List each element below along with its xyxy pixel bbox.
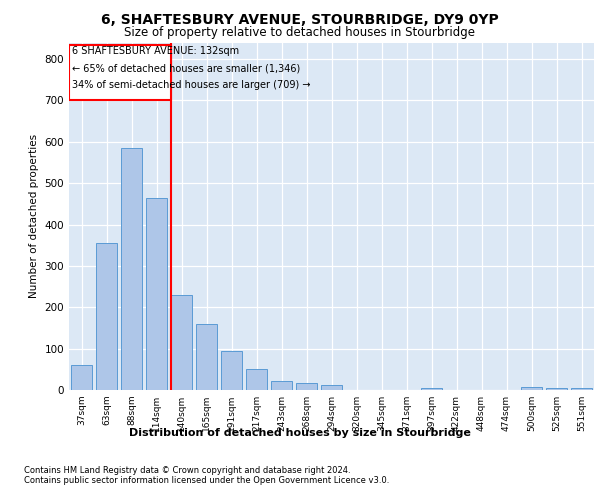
Bar [221, 350, 242, 390]
Bar [521, 386, 542, 390]
Bar [71, 365, 92, 390]
Bar [271, 381, 292, 390]
Text: Contains public sector information licensed under the Open Government Licence v3: Contains public sector information licen… [24, 476, 389, 485]
Bar [196, 324, 217, 390]
Bar [246, 370, 267, 390]
Bar [171, 295, 192, 390]
Bar [421, 388, 442, 390]
Text: 6, SHAFTESBURY AVENUE, STOURBRIDGE, DY9 0YP: 6, SHAFTESBURY AVENUE, STOURBRIDGE, DY9 … [101, 12, 499, 26]
Bar [571, 388, 592, 390]
Bar [96, 243, 117, 390]
Y-axis label: Number of detached properties: Number of detached properties [29, 134, 39, 298]
Bar [546, 388, 567, 390]
Bar [321, 385, 342, 390]
Text: 6 SHAFTESBURY AVENUE: 132sqm: 6 SHAFTESBURY AVENUE: 132sqm [71, 46, 239, 56]
Text: Contains HM Land Registry data © Crown copyright and database right 2024.: Contains HM Land Registry data © Crown c… [24, 466, 350, 475]
Text: 34% of semi-detached houses are larger (709) →: 34% of semi-detached houses are larger (… [71, 80, 310, 90]
Text: Distribution of detached houses by size in Stourbridge: Distribution of detached houses by size … [129, 428, 471, 438]
Bar [121, 148, 142, 390]
Bar [296, 382, 317, 390]
Text: Size of property relative to detached houses in Stourbridge: Size of property relative to detached ho… [125, 26, 476, 39]
Bar [69, 44, 171, 100]
Bar [146, 198, 167, 390]
Text: ← 65% of detached houses are smaller (1,346): ← 65% of detached houses are smaller (1,… [71, 63, 300, 73]
